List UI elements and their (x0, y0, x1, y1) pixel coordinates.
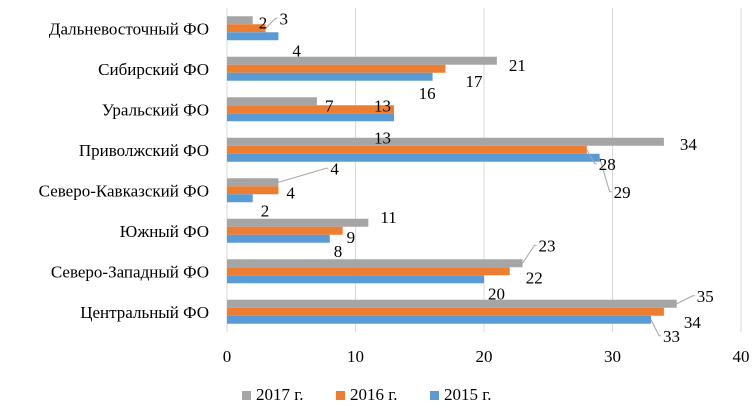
bar-2015-г-центральный-фо (227, 315, 652, 324)
bar-2015-г-южный-фо (227, 234, 330, 243)
value-axis: 0 10 20 30 40 (223, 347, 750, 366)
data-label-2016-г-приволжский-фо: 28 (599, 155, 616, 174)
bar-2015-г-уральский-фо (227, 113, 395, 122)
bar-2016-г-уральский-фо (227, 105, 395, 114)
bar-2017-г-южный-фо (227, 218, 369, 227)
category-label: Дальневосточный ФО (49, 19, 209, 38)
data-label-2017-г-северо-кавказский-фо: 4 (330, 159, 339, 178)
legend-label: 2016 г. (350, 385, 398, 404)
data-label-2016-г-северо-кавказский-фо: 4 (286, 183, 295, 202)
data-label-2017-г-уральский-фо: 7 (325, 96, 334, 115)
bar-2017-г-центральный-фо (227, 299, 677, 308)
x-tick-label: 30 (604, 347, 621, 366)
bar-2016-г-северо-кавказский-фо (227, 186, 279, 195)
bar-2015-г-сибирский-фо (227, 72, 433, 81)
bar-2016-г-северо-западный-фо (227, 267, 510, 276)
bars (227, 16, 677, 324)
leader-line (650, 319, 662, 337)
data-label-2015-г-южный-фо: 8 (334, 242, 343, 261)
bar-2017-г-северо-западный-фо (227, 259, 523, 268)
legend-swatch-2017-г (242, 391, 251, 400)
leader-line (522, 244, 537, 264)
data-label-2017-г-южный-фо: 11 (380, 208, 396, 227)
data-label-2015-г-северо-кавказский-фо: 2 (261, 201, 270, 220)
data-label-2016-г-уральский-фо: 13 (374, 96, 391, 115)
data-label-2015-г-приволжский-фо: 29 (614, 183, 631, 202)
bar-2015-г-северо-кавказский-фо (227, 194, 253, 203)
leader-line (278, 167, 329, 183)
gridlines (226, 8, 742, 332)
category-label: Северо-Кавказский ФО (39, 181, 209, 200)
bar-2017-г-приволжский-фо (227, 137, 664, 146)
category-label: Северо-Западный ФО (51, 262, 209, 281)
category-label: Южный ФО (120, 222, 209, 241)
data-label-2017-г-северо-западный-фо: 23 (539, 236, 556, 255)
bar-2017-г-уральский-фо (227, 97, 317, 106)
bar-2015-г-северо-западный-фо (227, 275, 484, 284)
bar-2016-г-приволжский-фо (227, 145, 587, 154)
data-label-2015-г-сибирский-фо: 16 (419, 84, 436, 103)
label-leader-lines (265, 17, 695, 337)
bar-2016-г-сибирский-фо (227, 64, 446, 73)
bar-2017-г-сибирский-фо (227, 56, 497, 65)
data-label-2016-г-дальневосточный-фо: 3 (280, 9, 289, 28)
leader-line (586, 149, 597, 165)
data-label-2015-г-уральский-фо: 13 (374, 128, 391, 147)
category-label: Сибирский ФО (98, 60, 209, 79)
bar-2017-г-дальневосточный-фо (227, 16, 253, 25)
legend-swatch-2016-г (336, 391, 345, 400)
legend-label: 2015 г. (444, 385, 492, 404)
legend-label: 2017 г. (256, 385, 304, 404)
category-axis: Центральный ФО Северо-Западный ФО Южный ФО… (39, 19, 209, 322)
leader-line (599, 157, 612, 193)
leader-line (676, 295, 695, 305)
x-tick-label: 10 (347, 347, 364, 366)
x-tick-label: 0 (223, 347, 232, 366)
data-label-2016-г-центральный-фо: 34 (684, 313, 702, 332)
bar-2016-г-дальневосточный-фо (227, 24, 266, 33)
x-tick-label: 20 (476, 347, 493, 366)
x-tick-label: 40 (733, 347, 750, 366)
legend-swatch-2015-г (430, 391, 439, 400)
data-label-2016-г-северо-западный-фо: 22 (526, 268, 543, 287)
bar-2016-г-южный-фо (227, 226, 343, 235)
bar-2016-г-центральный-фо (227, 307, 664, 316)
data-label-2015-г-центральный-фо: 33 (663, 327, 680, 346)
bar-2017-г-северо-кавказский-фо (227, 178, 279, 187)
category-label: Центральный ФО (80, 303, 209, 322)
data-label-2017-г-приволжский-фо: 34 (680, 135, 698, 154)
legend: 2017 г. 2016 г. 2015 г. (242, 385, 492, 404)
data-label-2016-г-южный-фо: 9 (347, 228, 356, 247)
bar-2015-г-дальневосточный-фо (227, 32, 279, 41)
category-label: Приволжский ФО (79, 141, 209, 160)
bar-2015-г-приволжский-фо (227, 153, 600, 162)
data-label-2015-г-дальневосточный-фо: 4 (292, 41, 301, 60)
data-label-2017-г-дальневосточный-фо: 2 (259, 13, 268, 32)
leader-line (265, 17, 278, 29)
data-label-2017-г-сибирский-фо: 21 (509, 56, 526, 75)
category-label: Уральский ФО (102, 100, 209, 119)
data-label-2016-г-сибирский-фо: 17 (465, 72, 483, 91)
data-label-2017-г-центральный-фо: 35 (697, 287, 714, 306)
data-label-2015-г-северо-западный-фо: 20 (488, 284, 505, 303)
